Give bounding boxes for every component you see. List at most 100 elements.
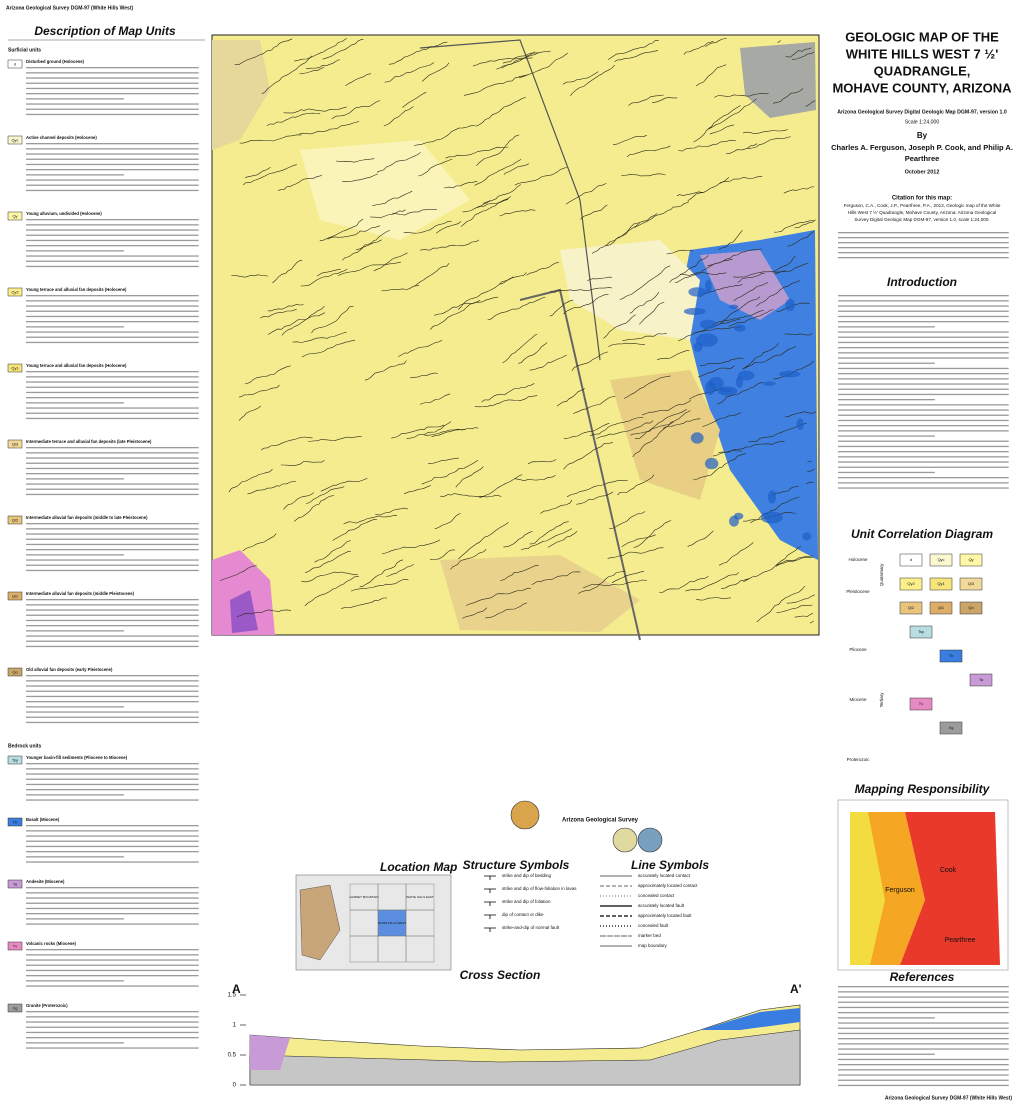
text-block-line bbox=[838, 425, 1009, 427]
text-block-line bbox=[26, 716, 199, 718]
date: October 2012 bbox=[905, 169, 940, 175]
section-start: A bbox=[232, 982, 241, 996]
text-block-line bbox=[838, 1032, 1009, 1035]
text-block-line bbox=[26, 528, 199, 530]
text-block-line bbox=[26, 619, 199, 622]
responsibility-heading: Mapping Responsibility bbox=[855, 782, 991, 796]
text-block-line bbox=[26, 614, 199, 616]
contact-line bbox=[772, 486, 799, 496]
contact-line bbox=[332, 519, 377, 541]
text-block-line bbox=[26, 706, 124, 708]
text-block-line bbox=[838, 393, 1009, 396]
contact-line bbox=[520, 528, 573, 551]
unit-swatch bbox=[7, 135, 23, 145]
text-block-line bbox=[26, 219, 199, 221]
unit-swatch bbox=[7, 879, 23, 889]
contact-line bbox=[697, 365, 735, 378]
contact-line bbox=[614, 50, 659, 63]
contact-line bbox=[696, 597, 732, 601]
contact-line bbox=[666, 249, 694, 255]
citation-heading: Citation for this map: bbox=[892, 196, 952, 202]
contact-line bbox=[669, 255, 709, 283]
line-label: map boundary bbox=[638, 943, 668, 948]
contact-line bbox=[316, 268, 341, 277]
unit-label: d bbox=[14, 62, 16, 67]
text-block-line bbox=[26, 845, 199, 848]
contact-line bbox=[526, 262, 559, 276]
contact-line bbox=[301, 339, 356, 358]
text-block-line bbox=[838, 430, 1009, 432]
contact-line bbox=[465, 587, 532, 606]
contact-line bbox=[219, 565, 257, 581]
contact-line bbox=[376, 152, 421, 173]
contact-line bbox=[639, 301, 665, 325]
contact-line bbox=[306, 486, 345, 505]
contact-line bbox=[775, 556, 814, 567]
contact-line bbox=[678, 139, 736, 152]
correlation-box bbox=[899, 577, 923, 591]
section-tick-label: 1 bbox=[233, 1023, 237, 1029]
contact-line bbox=[563, 442, 613, 470]
text-block-line bbox=[838, 986, 1009, 988]
text-block-line bbox=[838, 1064, 1009, 1066]
text-block-line bbox=[26, 473, 199, 475]
line-label: approximately located fault bbox=[638, 913, 692, 918]
text-block-line bbox=[26, 148, 199, 150]
text-block-line bbox=[838, 295, 1009, 297]
text-block-line bbox=[838, 471, 935, 474]
contact-line bbox=[304, 575, 360, 607]
line-symbols-title: Line Symbols bbox=[631, 858, 709, 872]
contact-line bbox=[383, 106, 414, 127]
text-block-line bbox=[26, 763, 199, 765]
unit-name: Young terrace and alluvial fan deposits … bbox=[26, 287, 127, 292]
text-block-line bbox=[26, 825, 199, 827]
contact-line bbox=[421, 459, 479, 485]
references-heading: References bbox=[890, 970, 955, 984]
text-block-line bbox=[838, 461, 1009, 463]
correlation-box bbox=[909, 625, 933, 639]
contact-line bbox=[621, 173, 666, 177]
text-block-line bbox=[838, 232, 1009, 234]
contact-line bbox=[700, 357, 744, 366]
text-block-line bbox=[26, 397, 199, 399]
text-block-line bbox=[838, 419, 1009, 422]
contact-line bbox=[473, 57, 533, 67]
contact-line bbox=[280, 460, 325, 467]
contact-line bbox=[331, 100, 381, 120]
text-block-line bbox=[26, 295, 199, 297]
quad-name: WHITE HILLS WEST bbox=[378, 921, 407, 925]
contact-line bbox=[683, 40, 714, 55]
outcrop bbox=[785, 298, 795, 312]
text-block-line bbox=[838, 1074, 1009, 1076]
text-block-line bbox=[26, 907, 199, 910]
period-label: Quaternary bbox=[879, 563, 884, 586]
contact-line bbox=[719, 176, 763, 184]
outcrop bbox=[693, 342, 703, 352]
unit-label: Qi3 bbox=[12, 442, 19, 447]
contact-line bbox=[381, 285, 420, 292]
text-block-line bbox=[26, 549, 199, 551]
contact-line bbox=[281, 305, 325, 336]
contact-line bbox=[239, 134, 302, 144]
text-block-line bbox=[26, 493, 199, 496]
contact-line bbox=[243, 164, 297, 186]
contact-line bbox=[320, 478, 368, 492]
contact-line bbox=[587, 276, 613, 281]
text-block-line bbox=[838, 1017, 935, 1019]
text-block-line bbox=[26, 315, 199, 318]
unit-label: Tv bbox=[13, 944, 17, 949]
correlation-box bbox=[899, 601, 923, 615]
contact-line bbox=[272, 259, 303, 284]
contact-line bbox=[244, 365, 291, 385]
text-block-line bbox=[26, 778, 199, 780]
contact-line bbox=[381, 539, 441, 555]
text-block-line bbox=[838, 242, 1009, 244]
arizona-outline bbox=[299, 884, 341, 961]
text-block-line bbox=[26, 1031, 199, 1034]
contact-line bbox=[626, 145, 671, 157]
text-block-line bbox=[26, 892, 199, 894]
unit-name: Younger basin-fill sediments (Pliocene t… bbox=[26, 755, 128, 760]
text-block-line bbox=[26, 851, 199, 853]
map-unit bbox=[610, 370, 720, 500]
contact-line bbox=[628, 94, 664, 106]
